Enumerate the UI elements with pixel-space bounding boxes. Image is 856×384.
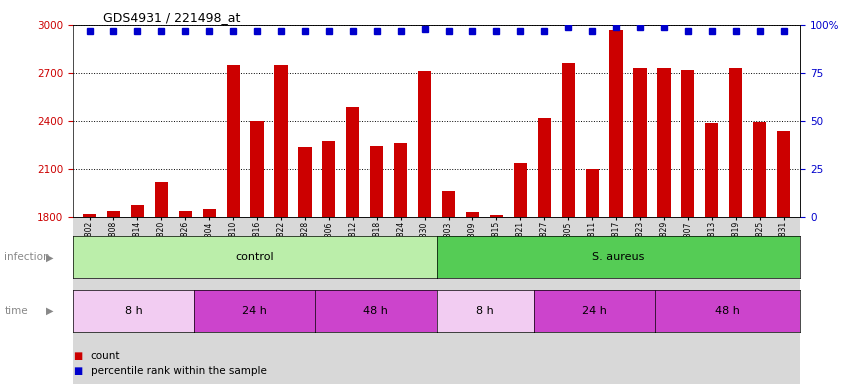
Bar [227,65,240,217]
Bar [777,131,790,217]
Bar [299,147,312,217]
Bar [705,123,718,217]
Bar [370,146,383,217]
Bar [275,65,288,217]
Bar [633,68,646,217]
Bar [251,121,264,217]
Bar [394,142,407,217]
Bar [657,68,670,217]
Text: S. aureus: S. aureus [592,252,645,262]
Text: time: time [4,306,28,316]
Bar [729,68,742,217]
Bar [179,210,192,217]
Text: 48 h: 48 h [364,306,389,316]
Bar [322,141,336,217]
Text: 24 h: 24 h [582,306,607,316]
Bar [346,107,360,217]
Bar [155,182,168,217]
Text: ▶: ▶ [46,306,54,316]
Bar [203,209,216,217]
Bar [107,211,120,217]
Text: 8 h: 8 h [124,306,142,316]
Text: 8 h: 8 h [476,306,494,316]
Text: ▶: ▶ [46,252,54,262]
Bar [586,169,598,217]
Bar [681,70,694,217]
Text: percentile rank within the sample: percentile rank within the sample [91,366,266,376]
Text: GDS4931 / 221498_at: GDS4931 / 221498_at [103,11,240,24]
Bar [442,191,455,217]
Bar [562,63,574,217]
Bar [490,215,503,217]
Bar [466,212,479,217]
Text: ■: ■ [73,366,82,376]
Bar [609,30,622,217]
Text: count: count [91,351,120,361]
Bar [83,214,96,217]
Bar [418,71,431,217]
Bar [753,122,766,217]
Text: ■: ■ [73,351,82,361]
Text: infection: infection [4,252,50,262]
Text: 24 h: 24 h [242,306,267,316]
Bar [538,118,551,217]
Text: control: control [235,252,274,262]
Bar [131,205,144,217]
Text: 48 h: 48 h [715,306,740,316]
Bar [514,162,527,217]
